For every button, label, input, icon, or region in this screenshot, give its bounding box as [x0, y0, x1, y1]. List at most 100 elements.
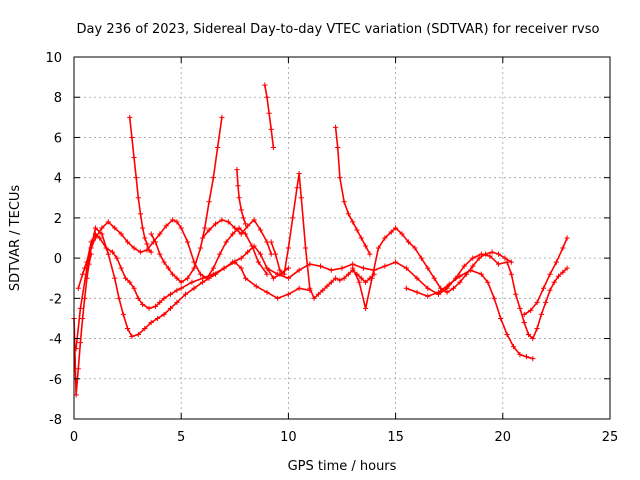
x-tick-labels: 0 5 10 15 20 25: [70, 430, 618, 445]
chart-title: Day 236 of 2023, Sidereal Day-to-day VTE…: [77, 22, 600, 37]
grid: [74, 57, 610, 419]
data-point: [163, 223, 169, 229]
series-line: [351, 227, 513, 310]
y-tick-label: 0: [54, 252, 62, 267]
data-point: [504, 331, 510, 338]
data-point: [215, 144, 221, 151]
data-point: [337, 175, 343, 181]
data-point: [547, 271, 553, 277]
data-point: [435, 291, 442, 297]
data-point: [118, 231, 124, 237]
data-point: [82, 295, 88, 301]
data-point: [513, 291, 519, 297]
data-point: [255, 259, 261, 265]
data-point: [240, 215, 246, 221]
data-point: [135, 295, 141, 301]
series-trace-11: [264, 259, 442, 297]
data-point: [185, 239, 191, 245]
data-point: [296, 171, 302, 177]
data-point: [238, 231, 244, 237]
data-point: [530, 356, 536, 362]
data-point: [382, 235, 388, 241]
data-point: [431, 275, 437, 281]
data-point: [362, 305, 369, 311]
data-point: [253, 283, 259, 289]
series-trace-5: [127, 114, 154, 255]
series-trace-9: [262, 82, 276, 151]
data-point: [345, 211, 352, 217]
data-point: [285, 275, 291, 281]
data-point: [148, 319, 154, 326]
data-point: [197, 271, 204, 277]
y-tick-label: -4: [49, 333, 62, 348]
data-point: [354, 227, 360, 233]
data-point: [294, 185, 300, 191]
data-traces: [71, 82, 570, 398]
data-point: [457, 279, 463, 285]
series-trace-10: [268, 171, 377, 301]
data-point: [230, 231, 236, 237]
data-point: [174, 219, 180, 225]
data-point: [92, 235, 99, 241]
data-point: [167, 291, 174, 297]
data-point: [272, 251, 279, 257]
data-point: [167, 305, 174, 311]
data-point: [129, 134, 135, 141]
data-point: [79, 271, 86, 277]
series-line: [270, 172, 375, 300]
data-point: [264, 289, 270, 295]
data-point: [118, 265, 124, 271]
data-point: [225, 219, 231, 225]
data-point: [461, 263, 467, 269]
data-point: [189, 279, 195, 285]
data-point: [249, 243, 255, 249]
data-point: [114, 255, 120, 261]
data-point: [358, 275, 364, 281]
data-point: [362, 243, 369, 249]
data-point: [547, 287, 553, 293]
data-point: [521, 319, 527, 326]
data-point: [444, 285, 450, 291]
series-line: [83, 219, 268, 279]
data-point: [495, 251, 502, 257]
plot-frame: [73, 56, 611, 420]
data-point: [270, 275, 276, 281]
data-point: [275, 295, 281, 301]
x-tick-label: 5: [177, 430, 185, 445]
data-point: [530, 335, 536, 342]
data-point: [367, 251, 373, 257]
data-point: [140, 225, 146, 231]
data-point: [140, 301, 146, 307]
data-point: [337, 277, 343, 283]
data-point: [210, 265, 216, 271]
data-point: [116, 295, 122, 301]
data-point: [77, 305, 84, 311]
data-point: [264, 271, 270, 277]
data-point: [185, 275, 191, 281]
y-tick-label: 8: [54, 91, 62, 106]
data-point: [307, 261, 313, 267]
data-point: [478, 271, 484, 277]
series-trace-8: [234, 167, 249, 227]
data-point: [125, 325, 131, 332]
data-point: [165, 265, 171, 271]
data-point: [307, 285, 313, 291]
data-point: [148, 231, 154, 237]
x-tick-label: 10: [280, 430, 297, 445]
data-point: [538, 311, 544, 318]
data-point: [487, 253, 493, 259]
data-point: [75, 285, 81, 291]
data-point: [528, 307, 534, 313]
data-point: [238, 265, 244, 271]
series-trace-12: [332, 124, 373, 257]
data-point: [264, 94, 270, 100]
data-point: [285, 265, 291, 271]
data-point: [236, 195, 242, 201]
x-axis-label: GPS time / hours: [288, 459, 397, 474]
data-point: [393, 225, 399, 231]
data-point: [311, 295, 317, 301]
data-point: [88, 245, 94, 251]
data-point: [79, 315, 86, 322]
y-axis-label: SDTVAR / TECUs: [8, 185, 23, 292]
data-point: [120, 311, 126, 318]
